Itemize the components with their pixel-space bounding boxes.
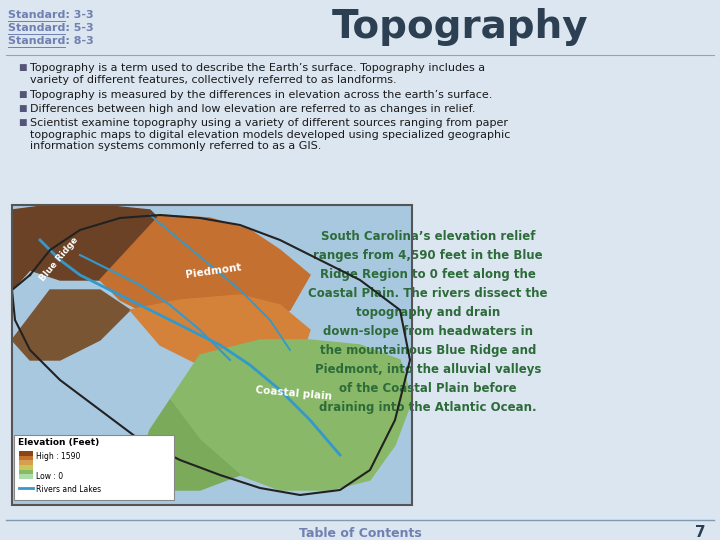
Text: Topography is measured by the differences in elevation across the earth’s surfac: Topography is measured by the difference… [30,90,492,100]
Text: ■: ■ [18,63,27,72]
Polygon shape [140,400,240,490]
Text: ■: ■ [18,104,27,113]
Text: South Carolina’s elevation relief
ranges from 4,590 feet in the Blue
Ridge Regio: South Carolina’s elevation relief ranges… [308,230,548,414]
Polygon shape [12,290,130,360]
Text: Topography: Topography [332,8,588,46]
Text: Standard: 5-3: Standard: 5-3 [8,23,94,33]
Polygon shape [170,340,412,490]
Bar [19,470,33,474]
Bar [19,451,33,456]
Bar [14,435,174,500]
Text: Topography is a term used to describe the Earth’s surface. Topography includes a: Topography is a term used to describe th… [30,63,485,85]
Text: Low : 0: Low : 0 [36,472,63,481]
Bar [19,474,33,479]
Bar [19,460,33,465]
Text: Piedmont: Piedmont [185,262,242,280]
Text: Standard: 3-3: Standard: 3-3 [8,10,94,20]
Bar [19,465,33,470]
Text: 7: 7 [696,525,706,540]
Text: ■: ■ [18,118,27,127]
Text: Differences between high and low elevation are referred to as changes in relief.: Differences between high and low elevati… [30,104,475,114]
Text: ■: ■ [18,90,27,99]
Polygon shape [100,215,310,330]
Bar [12,205,412,505]
Text: Standard: 8-3: Standard: 8-3 [8,36,94,46]
Text: Elevation (Feet): Elevation (Feet) [18,438,99,447]
Text: Blue Ridge: Blue Ridge [38,235,80,282]
Text: Rivers and Lakes: Rivers and Lakes [36,485,101,494]
Text: High : 1590: High : 1590 [36,452,81,461]
Text: Coastal plain: Coastal plain [255,385,333,402]
Polygon shape [130,295,310,370]
Text: Table of Contents: Table of Contents [299,527,421,540]
Text: Scientist examine topography using a variety of different sources ranging from p: Scientist examine topography using a var… [30,118,510,151]
Polygon shape [12,205,170,290]
Bar [12,205,412,505]
Bar [19,456,33,460]
